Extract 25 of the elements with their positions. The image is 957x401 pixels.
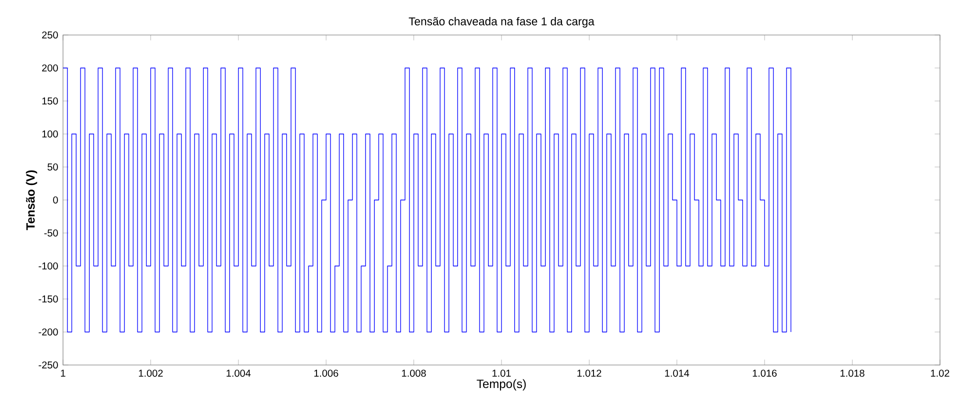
x-tick-label: 1.004 (226, 370, 251, 377)
chart-title: Tensão chaveada na fase 1 da carga (408, 17, 594, 28)
y-tick-label: 100 (42, 130, 58, 138)
y-tick-label: -250 (38, 361, 58, 369)
x-tick-label: 1.02 (931, 370, 950, 377)
y-tick-label: 0 (53, 196, 58, 204)
y-tick-label: 50 (48, 163, 58, 171)
y-tick-label: -50 (44, 229, 58, 237)
y-tick-label: 150 (42, 97, 58, 105)
y-tick-label: 250 (42, 31, 58, 39)
y-tick-label: -100 (38, 262, 58, 270)
y-tick-label: 200 (42, 64, 58, 72)
x-tick-label: 1.002 (138, 370, 163, 377)
x-tick-label: 1.018 (840, 370, 864, 377)
x-axis-title: Tempo(s) (476, 379, 526, 390)
y-axis-title: Tensão (V) (26, 170, 38, 230)
x-tick-label: 1.008 (402, 370, 426, 377)
x-tick-label: 1.01 (492, 370, 511, 377)
y-tick-label: -150 (38, 295, 58, 303)
x-tick-label: 1.012 (577, 370, 602, 377)
x-tick-label: 1.014 (665, 370, 690, 377)
x-tick-label: 1 (60, 370, 66, 377)
x-tick-label: 1.016 (752, 370, 777, 377)
x-tick-label: 1.006 (314, 370, 338, 377)
y-tick-label: -200 (38, 328, 58, 336)
